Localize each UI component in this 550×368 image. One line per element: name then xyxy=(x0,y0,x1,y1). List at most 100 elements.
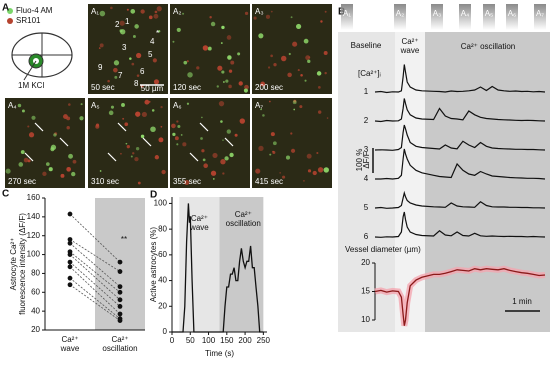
cell-spot xyxy=(317,110,322,114)
y-tick-label: 40 xyxy=(31,306,40,315)
cell-spot xyxy=(234,133,238,137)
micrograph xyxy=(170,98,250,188)
cell-spot xyxy=(172,132,176,136)
cell-spot xyxy=(134,24,139,29)
cell-spot xyxy=(180,134,183,136)
cell-number: 6 xyxy=(140,67,145,76)
micrograph xyxy=(252,98,332,188)
legend-label: SR101 xyxy=(16,16,41,25)
cell-spot xyxy=(131,62,135,66)
cell-spot xyxy=(31,115,36,120)
cell-spot xyxy=(285,155,291,160)
trace-label: 3 xyxy=(364,145,369,154)
cell-spot xyxy=(110,6,113,10)
tile-time: 355 sec xyxy=(173,177,201,186)
cell-spot xyxy=(184,179,190,185)
cell-spot xyxy=(80,103,83,106)
cell-spot xyxy=(222,139,224,141)
tab-label: A₄ xyxy=(461,9,470,18)
cell-spot xyxy=(160,125,163,128)
cell-number: 5 xyxy=(148,50,153,59)
y-tick-label: 10 xyxy=(361,315,370,324)
annotation: Ca²⁺ wave xyxy=(189,214,209,232)
y-label-line: Astrocyte Ca²⁺ xyxy=(9,238,18,291)
cell-number: 7 xyxy=(118,71,123,80)
cell-spot xyxy=(304,79,307,82)
tile-label: A₆ xyxy=(173,101,182,110)
trace-label: 6 xyxy=(364,232,369,241)
cell-spot xyxy=(324,10,327,13)
cell-spot xyxy=(299,105,303,109)
cell-spot xyxy=(216,85,219,88)
cell-spot xyxy=(20,150,25,154)
tab-label: A₁ xyxy=(343,9,351,18)
y-tick-label: 0 xyxy=(163,327,168,336)
dot xyxy=(117,284,123,290)
cell-spot xyxy=(307,169,312,173)
phase-label: Ca²⁺ wave xyxy=(400,37,420,55)
cell-spot xyxy=(177,124,181,129)
cell-spot xyxy=(63,114,68,120)
y-tick-label: 100 xyxy=(27,250,41,259)
cell-spot xyxy=(42,171,47,176)
y-label: Astrocyte Ca²⁺fluorescence intensity (ΔF… xyxy=(9,213,27,315)
phase-label: Baseline xyxy=(351,41,382,50)
baseline-region xyxy=(338,32,395,332)
cell-number: 9 xyxy=(98,63,103,72)
pair-link xyxy=(69,242,121,287)
tab-label: A₂ xyxy=(396,9,404,18)
cell-spot xyxy=(132,34,136,38)
tile-label: A₅ xyxy=(91,101,100,110)
arrow xyxy=(117,122,127,132)
scale-bar-label: 50 µm xyxy=(141,84,164,93)
dot xyxy=(67,211,73,217)
micrograph xyxy=(5,98,85,188)
cell-spot xyxy=(212,152,218,159)
cell-spot xyxy=(324,71,327,75)
cell-spot xyxy=(303,180,305,182)
trace xyxy=(375,148,546,180)
cell-spot xyxy=(239,118,246,124)
y-tick-label: 20 xyxy=(31,325,40,334)
cell-spot xyxy=(212,178,215,180)
cell-spot xyxy=(255,168,261,174)
cell-spot xyxy=(160,105,163,109)
arrow xyxy=(107,152,117,162)
cell-spot xyxy=(260,82,265,87)
x-tick-label-line: Ca²⁺ xyxy=(111,335,128,344)
cell-spot xyxy=(270,132,275,137)
cell-spot xyxy=(121,103,125,107)
cell-spot xyxy=(182,12,185,15)
cell-spot xyxy=(262,114,265,117)
cell-spot xyxy=(312,170,317,176)
cell-spot xyxy=(260,108,262,111)
cell-spot xyxy=(292,100,297,105)
cell-spot xyxy=(171,123,176,129)
y-label-line: fluorescence intensity (ΔF/F) xyxy=(18,213,27,315)
y-tick-label: 100 xyxy=(154,199,168,208)
cell-number: 1 xyxy=(125,17,130,26)
cell-spot xyxy=(119,29,123,33)
cell-spot xyxy=(21,109,25,113)
tab xyxy=(341,4,353,30)
cell-spot xyxy=(125,142,128,145)
cell-spot xyxy=(326,117,329,119)
cell-spot xyxy=(226,35,232,40)
cell-spot xyxy=(130,9,136,14)
x-tick-label: 150 xyxy=(220,336,234,345)
cell-spot xyxy=(269,153,272,156)
cell-spot xyxy=(154,155,160,160)
cell-spot xyxy=(150,126,156,133)
cell-spot xyxy=(225,79,229,83)
cell-spot xyxy=(305,55,311,61)
tab xyxy=(459,4,471,30)
tile-label: A₁ xyxy=(91,7,99,16)
tab xyxy=(394,4,406,30)
cell-spot xyxy=(303,38,309,44)
y-tick-label: 40 xyxy=(158,276,167,285)
y-tick-label: 80 xyxy=(158,224,167,233)
cell-spot xyxy=(200,137,203,140)
cell-spot xyxy=(290,148,296,153)
cell-spot xyxy=(66,125,70,130)
cell-spot xyxy=(72,159,77,164)
